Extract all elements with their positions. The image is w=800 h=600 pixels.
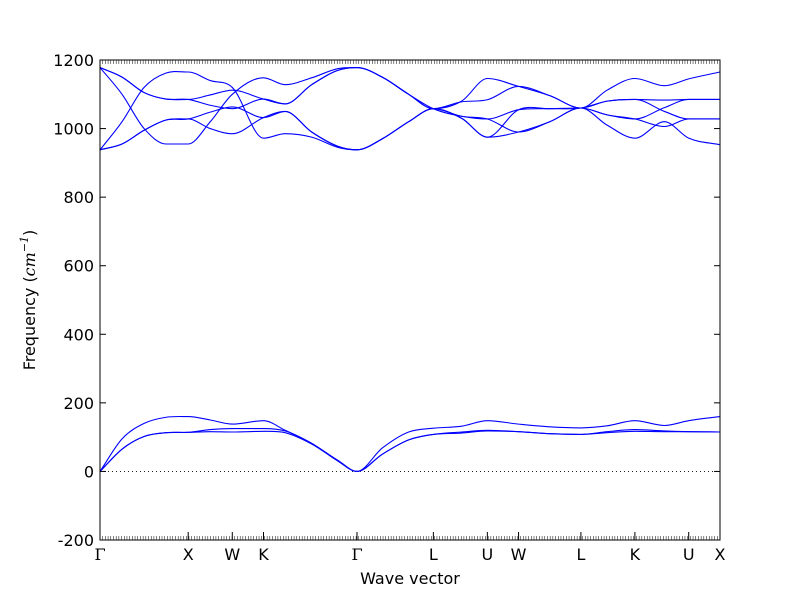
x-tick-label: W — [224, 545, 240, 564]
x-tick-label: X — [183, 545, 194, 564]
band-line-6 — [99, 66, 721, 145]
band-line-9 — [99, 71, 721, 151]
y-axis-unit-exponent: −1 — [18, 236, 31, 252]
y-axis: -200 0 200 400 600 800 1000 1200 — [53, 51, 720, 550]
band-line-5 — [99, 66, 720, 120]
y-tick-label: 200 — [63, 394, 94, 413]
x-tick-label: U — [683, 545, 695, 564]
y-tick-label: 600 — [63, 257, 94, 276]
x-tick-label: K — [258, 545, 269, 564]
x-tick-label: Γ — [94, 545, 105, 564]
y-tick-label: 1000 — [53, 120, 94, 139]
y-axis-unit: cm — [20, 252, 39, 276]
x-tick-label: Γ — [351, 545, 362, 564]
y-tick-label: 0 — [84, 462, 94, 481]
x-axis-label: Wave vector — [360, 569, 460, 588]
band-line-2 — [99, 428, 721, 472]
series-layer — [99, 66, 721, 472]
band-line-4 — [99, 66, 720, 120]
band-line-3 — [99, 415, 721, 472]
y-tick-label: 800 — [63, 188, 94, 207]
x-tick-label: L — [576, 545, 585, 564]
y-axis-label: Frequency (cm−1) — [18, 230, 39, 371]
x-minor-ticks — [99, 60, 721, 540]
y-tick-label: 400 — [63, 325, 94, 344]
y-tick-label: -200 — [58, 531, 94, 550]
x-tick-label: W — [511, 545, 527, 564]
band-line-8 — [99, 107, 720, 151]
y-tick-label: 1200 — [53, 51, 94, 70]
plot-frame — [99, 59, 721, 541]
x-tick-label: U — [481, 545, 493, 564]
x-tick-label: L — [429, 545, 438, 564]
y-axis-label-text: Frequency — [20, 288, 39, 371]
x-tick-label: X — [715, 545, 726, 564]
x-tick-label: K — [630, 545, 641, 564]
band-line-1 — [99, 430, 721, 472]
